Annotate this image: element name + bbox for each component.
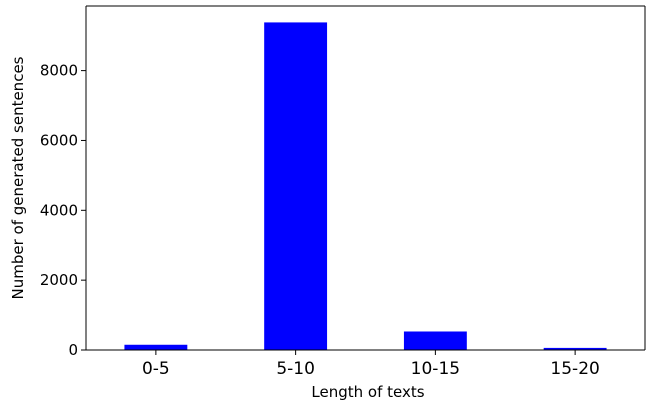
bars-group <box>124 22 607 350</box>
y-tick-label: 4000 <box>40 201 78 219</box>
y-tick-label: 2000 <box>40 271 78 289</box>
bar-10-15 <box>403 331 467 350</box>
y-tick-label: 6000 <box>40 131 78 149</box>
x-axis-title: Length of texts <box>311 383 424 401</box>
y-axis-title: Number of generated sentences <box>9 56 27 299</box>
x-tick-label: 15-20 <box>550 359 599 379</box>
x-tick-label: 10-15 <box>411 359 460 379</box>
x-tick-label: 5-10 <box>276 359 315 379</box>
x-tick-label: 0-5 <box>142 359 170 379</box>
bar-5-10 <box>264 22 328 350</box>
bar-0-5 <box>124 344 188 350</box>
y-tick-label: 8000 <box>40 62 78 80</box>
plot-area <box>86 6 645 350</box>
x-ticks-group: 0-5 5-10 10-15 15-20 <box>142 350 600 379</box>
y-ticks-group: 0 2000 4000 6000 8000 <box>40 62 86 359</box>
bar-15-20 <box>543 347 607 350</box>
y-tick-label: 0 <box>68 341 78 359</box>
